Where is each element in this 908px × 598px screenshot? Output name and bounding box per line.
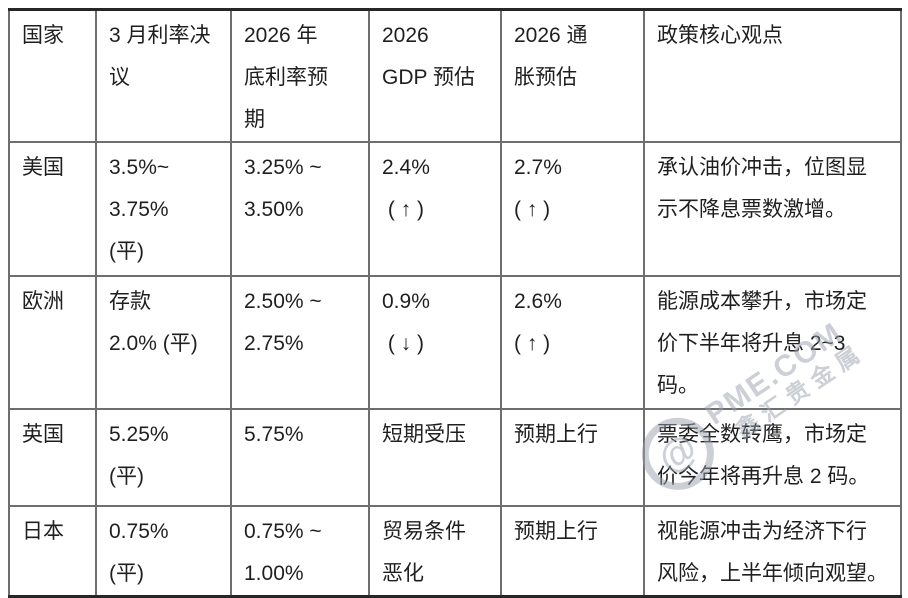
inflation-cell: 预期上行 xyxy=(500,408,645,507)
eoy-rate-cell: 0.75% ~ 1.00% xyxy=(230,505,370,598)
march-decision-cell: 5.25% (平) xyxy=(95,408,232,507)
policy-view-cell: 承认油价冲击，位图显 示不降息票数激增。 xyxy=(643,141,902,277)
march-decision-cell: 3.5%~ 3.75% (平) xyxy=(95,141,232,277)
header-inflation-estimate: 2026 通 胀预估 xyxy=(500,8,645,143)
gdp-cell: 贸易条件 恶化 xyxy=(368,505,502,598)
header-gdp-estimate: 2026 GDP 预估 xyxy=(368,8,502,143)
table-row-jp: 日本 0.75% (平) 0.75% ~ 1.00% 贸易条件 恶化 预期上行 … xyxy=(8,505,902,598)
table-row-eu: 欧洲 存款 2.0% (平) 2.50% ~ 2.75% 0.9% ( ↓ ) … xyxy=(8,275,902,410)
policy-view-cell: 票委全数转鹰，市场定 价今年将再升息 2 码。 xyxy=(643,408,902,507)
country-cell: 日本 xyxy=(8,505,97,598)
gdp-cell: 0.9% ( ↓ ) xyxy=(368,275,502,410)
march-decision-cell: 存款 2.0% (平) xyxy=(95,275,232,410)
inflation-cell: 2.7% ( ↑ ) xyxy=(500,141,645,277)
country-cell: 欧洲 xyxy=(8,275,97,410)
eoy-rate-cell: 2.50% ~ 2.75% xyxy=(230,275,370,410)
central-bank-rates-table: 国家 3 月利率决 议 2026 年 底利率预 期 2026 GDP 预估 20… xyxy=(8,8,902,598)
header-policy-view: 政策核心观点 xyxy=(643,8,902,143)
country-cell: 英国 xyxy=(8,408,97,507)
table-row-uk: 英国 5.25% (平) 5.75% 短期受压 预期上行 票委全数转鹰，市场定 … xyxy=(8,408,902,507)
policy-view-cell: 视能源冲击为经济下行 风险，上半年倾向观望。 xyxy=(643,505,902,598)
inflation-cell: 2.6% ( ↑ ) xyxy=(500,275,645,410)
header-eoy-rate-expectation: 2026 年 底利率预 期 xyxy=(230,8,370,143)
gdp-cell: 短期受压 xyxy=(368,408,502,507)
country-cell: 美国 xyxy=(8,141,97,277)
header-country: 国家 xyxy=(8,8,97,143)
header-march-decision: 3 月利率决 议 xyxy=(95,8,232,143)
gdp-cell: 2.4% ( ↑ ) xyxy=(368,141,502,277)
inflation-cell: 预期上行 xyxy=(500,505,645,598)
table-row-us: 美国 3.5%~ 3.75% (平) 3.25% ~ 3.50% 2.4% ( … xyxy=(8,141,902,277)
eoy-rate-cell: 5.75% xyxy=(230,408,370,507)
policy-view-cell: 能源成本攀升，市场定 价下半年将升息 2~3 码。 xyxy=(643,275,902,410)
march-decision-cell: 0.75% (平) xyxy=(95,505,232,598)
header-row: 国家 3 月利率决 议 2026 年 底利率预 期 2026 GDP 预估 20… xyxy=(8,8,902,143)
eoy-rate-cell: 3.25% ~ 3.50% xyxy=(230,141,370,277)
